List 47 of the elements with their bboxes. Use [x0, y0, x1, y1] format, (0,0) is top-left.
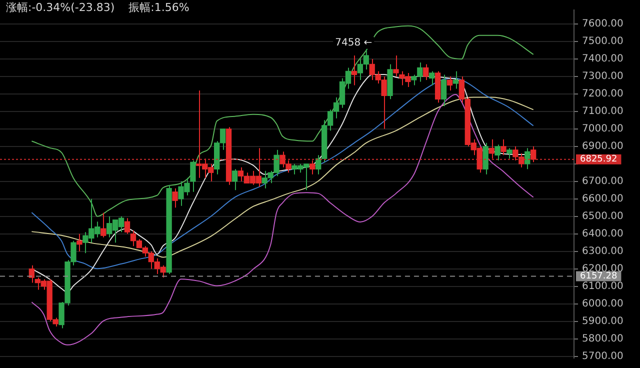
candlestick [76, 233, 82, 252]
candlestick [488, 138, 494, 160]
candlestick [530, 146, 536, 163]
candlestick [124, 218, 130, 234]
y-tick-label: 6300.00 [582, 246, 624, 257]
ref-line-label: 6157.28 [580, 272, 618, 282]
candlestick [28, 264, 35, 284]
y-tick-label: 7500.00 [582, 36, 624, 48]
candlestick [446, 76, 453, 91]
candlestick [100, 212, 106, 238]
y-tick-label: 7600.00 [582, 18, 624, 30]
y-tick-label: 5800.00 [582, 333, 624, 344]
y-tick-label: 6000.00 [582, 298, 624, 310]
annotation: 7458 ← [335, 37, 372, 48]
chart-subtitle: 振幅:1.56% [128, 0, 190, 14]
y-tick-label: 6100.00 [582, 280, 624, 292]
y-tick-label: 7000.00 [582, 124, 624, 135]
candlestick [506, 148, 512, 160]
candlestick [232, 168, 238, 191]
candlestick [423, 64, 429, 80]
y-tick-label: 5900.00 [582, 316, 624, 327]
line-series [31, 25, 534, 217]
candlestick [190, 160, 196, 192]
y-tick-label: 6600.00 [582, 193, 624, 204]
candlestick [393, 54, 399, 77]
chart-title: 涨幅:-0.34%(-23.83) [6, 0, 115, 14]
line-series [31, 94, 534, 346]
y-tick-label: 5700.00 [582, 350, 624, 362]
candlestick [452, 70, 459, 90]
y-tick-label: 6700.00 [582, 176, 624, 187]
ref-line-label: 6825.92 [580, 154, 618, 165]
y-tick-label: 6400.00 [582, 228, 624, 240]
y-tick-label: 7200.00 [582, 88, 624, 100]
candlestick [494, 144, 500, 161]
y-tick-label: 7400.00 [582, 54, 624, 65]
y-tick-label: 7300.00 [582, 71, 624, 82]
y-tick-label: 6500.00 [582, 210, 624, 222]
candlestick [351, 54, 358, 86]
candlestick [500, 138, 506, 156]
y-tick-label: 7100.00 [582, 106, 624, 118]
candlestick [482, 142, 488, 175]
y-tick-label: 6900.00 [582, 140, 624, 152]
candlestick [310, 160, 316, 175]
candlestick [440, 74, 447, 107]
candlestick [428, 70, 435, 86]
candlestick [172, 188, 178, 208]
line-series [31, 96, 534, 258]
